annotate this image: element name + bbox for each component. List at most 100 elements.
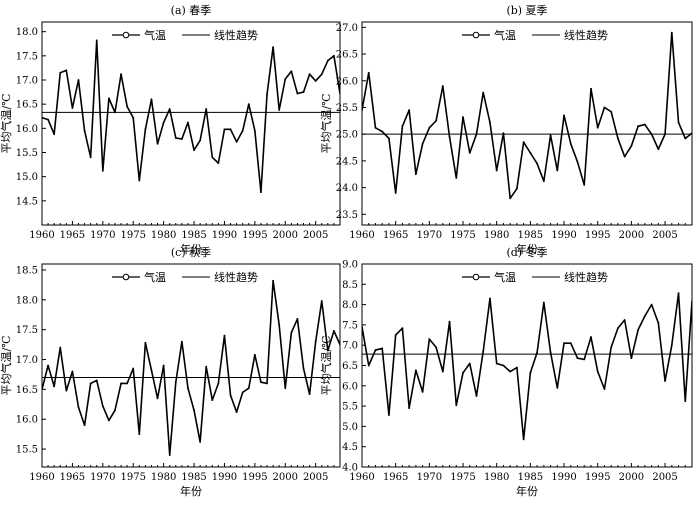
- data-point: [65, 389, 68, 392]
- data-point: [362, 109, 363, 112]
- data-point: [193, 409, 195, 412]
- data-point: [583, 184, 586, 186]
- x-tick-label: 1965: [60, 472, 85, 483]
- data-point: [502, 132, 505, 135]
- data-point: [223, 128, 226, 131]
- data-point: [156, 397, 159, 400]
- data-point: [489, 121, 491, 124]
- data-point: [205, 108, 208, 110]
- data-point: [211, 156, 214, 159]
- data-point: [462, 371, 464, 374]
- panel-title: (b) 夏季: [506, 4, 547, 17]
- data-point: [495, 169, 498, 172]
- data-point: [272, 46, 275, 49]
- data-point: [77, 79, 80, 81]
- panel-title: (d) 冬季: [506, 245, 547, 259]
- data-point: [495, 362, 498, 365]
- data-point: [529, 151, 532, 154]
- data-point: [320, 73, 323, 76]
- y-tick-label: 4.0: [342, 463, 358, 474]
- data-point: [603, 388, 606, 390]
- x-tick-label: 1985: [181, 472, 206, 483]
- data-point: [83, 424, 86, 427]
- data-point: [542, 180, 545, 183]
- data-point: [448, 135, 451, 138]
- data-point: [144, 341, 147, 344]
- data-point: [401, 327, 404, 330]
- x-tick-label: 2000: [619, 230, 644, 241]
- x-tick-label: 1970: [417, 472, 442, 483]
- x-tick-label: 1960: [29, 472, 54, 483]
- data-point: [590, 336, 592, 338]
- y-tick-label: 7.5: [342, 320, 358, 331]
- data-point: [272, 279, 275, 282]
- data-point: [266, 382, 268, 385]
- data-point: [670, 31, 673, 34]
- x-axis-label: 年份: [516, 242, 538, 256]
- chart-panel-2: (b) 夏季 23.5 24.0 24.5 25.0 25.5 26.0 26.5 27.0 19…: [319, 4, 693, 256]
- plot-frame: [361, 21, 693, 226]
- data-point: [42, 116, 43, 119]
- data-point: [162, 121, 165, 124]
- data-point: [515, 187, 518, 190]
- data-point: [290, 70, 293, 73]
- y-tick-label: 25.5: [336, 103, 358, 114]
- data-point: [284, 387, 287, 390]
- data-point: [475, 133, 478, 136]
- x-tick-label: 1970: [90, 230, 115, 241]
- data-point: [168, 454, 171, 456]
- data-point: [235, 411, 238, 413]
- y-axis-label: 平均气温/℃: [319, 93, 333, 153]
- plot-frame: [361, 263, 693, 468]
- data-point: [278, 324, 281, 326]
- legend-series-marker: [122, 31, 130, 39]
- data-point: [623, 319, 626, 321]
- temperature-series-line: [362, 292, 692, 441]
- y-tick-label: 16.5: [16, 385, 38, 396]
- x-axis-label: 年份: [180, 242, 202, 256]
- x-tick-label: 1980: [151, 230, 176, 241]
- y-tick-label: 4.5: [342, 442, 358, 453]
- y-tick-label: 18.5: [16, 265, 38, 276]
- y-tick-label: 16.0: [16, 124, 38, 135]
- data-point: [290, 331, 293, 334]
- data-point: [522, 438, 525, 441]
- data-point: [132, 116, 135, 119]
- data-point: [308, 73, 311, 76]
- x-tick-label: 2000: [273, 230, 298, 241]
- data-point: [168, 108, 171, 110]
- x-tick-label: 1970: [90, 472, 115, 483]
- y-tick-label: 16.0: [16, 415, 38, 426]
- data-point: [59, 346, 62, 349]
- data-point: [120, 73, 122, 76]
- data-point: [47, 118, 49, 121]
- x-tick-label: 1970: [417, 230, 442, 241]
- data-point: [266, 93, 268, 96]
- data-point: [610, 346, 613, 349]
- temperature-series-line: [42, 39, 340, 193]
- data-point: [180, 340, 183, 343]
- data-point: [556, 386, 559, 389]
- data-point: [296, 318, 299, 320]
- x-tick-label: 1985: [181, 230, 206, 241]
- y-tick-label: 15.0: [16, 172, 38, 183]
- data-point: [502, 364, 505, 367]
- data-point: [120, 382, 122, 385]
- data-point: [596, 126, 599, 129]
- legend-series-marker: [122, 273, 130, 281]
- legend-trend-label: 线性趋势: [564, 270, 608, 284]
- data-point: [71, 107, 74, 109]
- x-tick-label: 2000: [619, 472, 644, 483]
- x-tick-label: 1995: [242, 230, 267, 241]
- y-tick-label: 8.5: [342, 280, 358, 291]
- data-point: [296, 92, 299, 95]
- y-tick-label: 17.0: [16, 76, 38, 87]
- data-point: [536, 162, 539, 165]
- data-point: [339, 92, 340, 95]
- data-point: [59, 71, 62, 74]
- data-point: [314, 80, 317, 82]
- data-point: [664, 380, 666, 382]
- data-point: [71, 370, 74, 373]
- data-point: [101, 169, 104, 172]
